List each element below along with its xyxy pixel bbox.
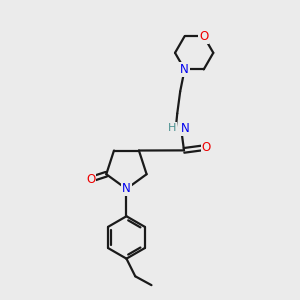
Text: N: N	[181, 122, 190, 135]
Text: O: O	[202, 141, 211, 154]
Text: N: N	[122, 182, 131, 195]
Text: N: N	[180, 63, 189, 76]
Text: O: O	[86, 173, 95, 186]
Text: O: O	[199, 30, 208, 43]
Text: H: H	[167, 123, 176, 133]
